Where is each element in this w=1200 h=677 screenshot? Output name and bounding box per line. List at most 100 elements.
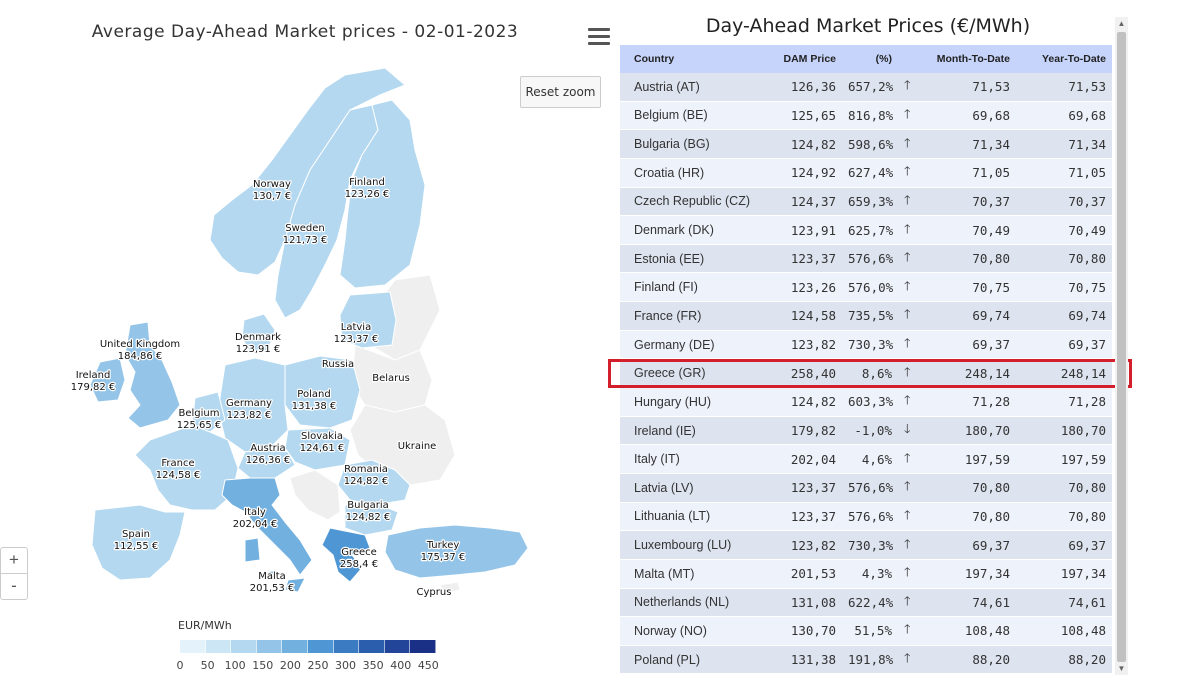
cell-year-to-date: 70,80	[1016, 244, 1112, 274]
table-row[interactable]: France (FR) 124,58 735,5% 🡑 69,74 69,74	[620, 301, 1112, 331]
cell-month-to-date: 69,68	[920, 101, 1016, 131]
table-row[interactable]: Ireland (IE) 179,82 -1,0% 🡓 180,70 180,70	[620, 416, 1112, 446]
country-shape-norway[interactable]	[209, 67, 406, 276]
map-label-ukraine: Ukraine	[398, 441, 437, 452]
table-row[interactable]: Estonia (EE) 123,37 576,6% 🡑 70,80 70,80	[620, 244, 1112, 274]
table-row[interactable]: Hungary (HU) 124,82 603,3% 🡑 71,28 71,28	[620, 387, 1112, 417]
country-shape-austria[interactable]	[237, 447, 296, 479]
cell-year-to-date: 70,75	[1016, 272, 1112, 303]
country-shape-ireland[interactable]	[89, 357, 126, 403]
country-shape-latvia[interactable]	[339, 291, 397, 349]
zoom-in-button[interactable]: +	[0, 547, 28, 574]
table-row[interactable]: Finland (FI) 123,26 576,0% 🡑 70,75 70,75	[620, 272, 1112, 303]
country-shape-bulgaria[interactable]	[344, 504, 399, 536]
table-row[interactable]: Greece (GR) 258,40 8,6% 🡑 248,14 248,14	[620, 358, 1112, 389]
cell-year-to-date: 70,80	[1016, 473, 1112, 503]
scroll-up-arrow-icon[interactable]: ▲	[1117, 19, 1126, 28]
map-label-greece: Greece	[341, 547, 377, 558]
map-label-united-kingdom: United Kingdom	[100, 339, 180, 350]
country-shape-malta[interactable]	[267, 569, 279, 581]
cell-dam-price: 124,82	[770, 387, 842, 417]
map-value-united-kingdom: 184,86 €	[118, 351, 163, 362]
table-row[interactable]: Austria (AT) 126,36 657,2% 🡑 71,53 71,53	[620, 73, 1112, 102]
table-row[interactable]: Bulgaria (BG) 124,82 598,6% 🡑 71,34 71,34	[620, 129, 1112, 159]
scroll-down-arrow-icon[interactable]: ▼	[1117, 664, 1126, 673]
reset-zoom-button[interactable]: Reset zoom	[520, 76, 601, 108]
map-label-turkey: Turkey	[426, 540, 460, 551]
column-header-dam-price[interactable]: DAM Price	[770, 45, 842, 73]
table-row[interactable]: Lithuania (LT) 123,37 576,6% 🡑 70,80 70,80	[620, 502, 1112, 532]
country-shape-finland[interactable]	[339, 99, 426, 289]
arrow-up-icon: 🡑	[898, 158, 920, 188]
table-scrollbar[interactable]: ▲ ▼	[1115, 17, 1128, 675]
scrollbar-thumb[interactable]	[1117, 32, 1126, 662]
cell-year-to-date: 69,74	[1016, 301, 1112, 331]
cell-year-to-date: 248,14	[1016, 358, 1112, 389]
table-body: Austria (AT) 126,36 657,2% 🡑 71,53 71,53 Belgi…	[620, 73, 1112, 675]
cell-country: Bulgaria (BG)	[620, 129, 770, 159]
cell-percent: 576,0%	[842, 272, 898, 303]
table-row[interactable]: Czech Republic (CZ) 124,37 659,3% 🡑 70,37 70,…	[620, 187, 1112, 217]
country-shape-denmark[interactable]	[241, 313, 276, 353]
legend-color-step	[205, 640, 232, 653]
cell-year-to-date: 74,61	[1016, 588, 1112, 618]
country-shape-belgium[interactable]	[191, 391, 226, 433]
country-shape-italy[interactable]	[221, 477, 313, 593]
map-value-france: 124,58 €	[156, 470, 201, 481]
cell-year-to-date: 70,80	[1016, 502, 1112, 532]
table-row[interactable]: Denmark (DK) 123,91 625,7% 🡑 70,49 70,49	[620, 215, 1112, 245]
cell-year-to-date: 70,37	[1016, 187, 1112, 217]
hamburger-menu-icon[interactable]	[588, 28, 610, 46]
cell-dam-price: 179,82	[770, 416, 842, 446]
table-row[interactable]: Norway (NO) 130,70 51,5% 🡑 108,48 108,48	[620, 616, 1112, 646]
country-shape-spain[interactable]	[91, 504, 186, 581]
table-header-row: Country DAM Price (%) Month-To-Date Year…	[620, 45, 1112, 73]
country-shape-united-kingdom[interactable]	[124, 321, 181, 429]
column-header-year-to-date[interactable]: Year-To-Date	[1016, 45, 1112, 73]
cell-country: Malta (MT)	[620, 559, 770, 589]
table-row[interactable]: Poland (PL) 131,38 191,8% 🡑 88,20 88,20	[620, 645, 1112, 675]
country-shape-turkey[interactable]	[384, 524, 529, 579]
column-header-month-to-date[interactable]: Month-To-Date	[920, 45, 1016, 73]
table-row[interactable]: Netherlands (NL) 131,08 622,4% 🡑 74,61 74,61	[620, 588, 1112, 618]
table-row[interactable]: Italy (IT) 202,04 4,6% 🡑 197,59 197,59	[620, 444, 1112, 474]
arrow-up-icon: 🡑	[898, 301, 920, 331]
table-row[interactable]: Belgium (BE) 125,65 816,8% 🡑 69,68 69,68	[620, 101, 1112, 131]
cell-month-to-date: 70,80	[920, 473, 1016, 503]
table-row[interactable]: Malta (MT) 201,53 4,3% 🡑 197,34 197,34	[620, 559, 1112, 589]
country-shape-germany[interactable]	[217, 357, 289, 453]
column-header-country[interactable]: Country	[620, 45, 770, 73]
column-header-percent[interactable]: (%)	[842, 45, 898, 73]
legend-color-scale	[180, 640, 436, 653]
cell-dam-price: 202,04	[770, 444, 842, 474]
table-row[interactable]: Latvia (LV) 123,37 576,6% 🡑 70,80 70,80	[620, 473, 1112, 503]
country-shape-cyprus[interactable]	[439, 581, 461, 594]
arrow-up-icon: 🡑	[898, 530, 920, 560]
map-label-finland: Finland	[349, 177, 385, 188]
zoom-out-button[interactable]: -	[0, 573, 28, 600]
arrow-up-icon: 🡑	[898, 187, 920, 217]
map-label-poland: Poland	[297, 389, 330, 400]
cell-percent: 735,5%	[842, 301, 898, 331]
map-value-norway: 130,7 €	[253, 191, 291, 202]
map-label-denmark: Denmark	[235, 332, 281, 343]
cell-country: Belgium (BE)	[620, 101, 770, 131]
country-shape-france[interactable]	[134, 424, 239, 511]
table-row[interactable]: Croatia (HR) 124,92 627,4% 🡑 71,05 71,05	[620, 158, 1112, 188]
legend-tick-label: 400	[390, 659, 412, 672]
country-shape-poland[interactable]	[284, 355, 361, 429]
country-shape-greece[interactable]	[321, 527, 371, 583]
legend-color-step	[231, 640, 257, 653]
map-value-malta: 201,53 €	[250, 583, 295, 594]
arrow-up-icon: 🡑	[898, 101, 920, 131]
table-row[interactable]: Germany (DE) 123,82 730,3% 🡑 69,37 69,37	[620, 330, 1112, 360]
cell-month-to-date: 69,37	[920, 330, 1016, 360]
country-shape-slovakia[interactable]	[284, 427, 351, 471]
country-shape-romania[interactable]	[337, 459, 411, 506]
table-row[interactable]: Luxembourg (LU) 123,82 730,3% 🡑 69,37 69,37	[620, 530, 1112, 560]
cell-percent: 576,6%	[842, 244, 898, 274]
cell-dam-price: 123,37	[770, 502, 842, 532]
cell-month-to-date: 70,75	[920, 272, 1016, 303]
cell-dam-price: 130,70	[770, 616, 842, 646]
